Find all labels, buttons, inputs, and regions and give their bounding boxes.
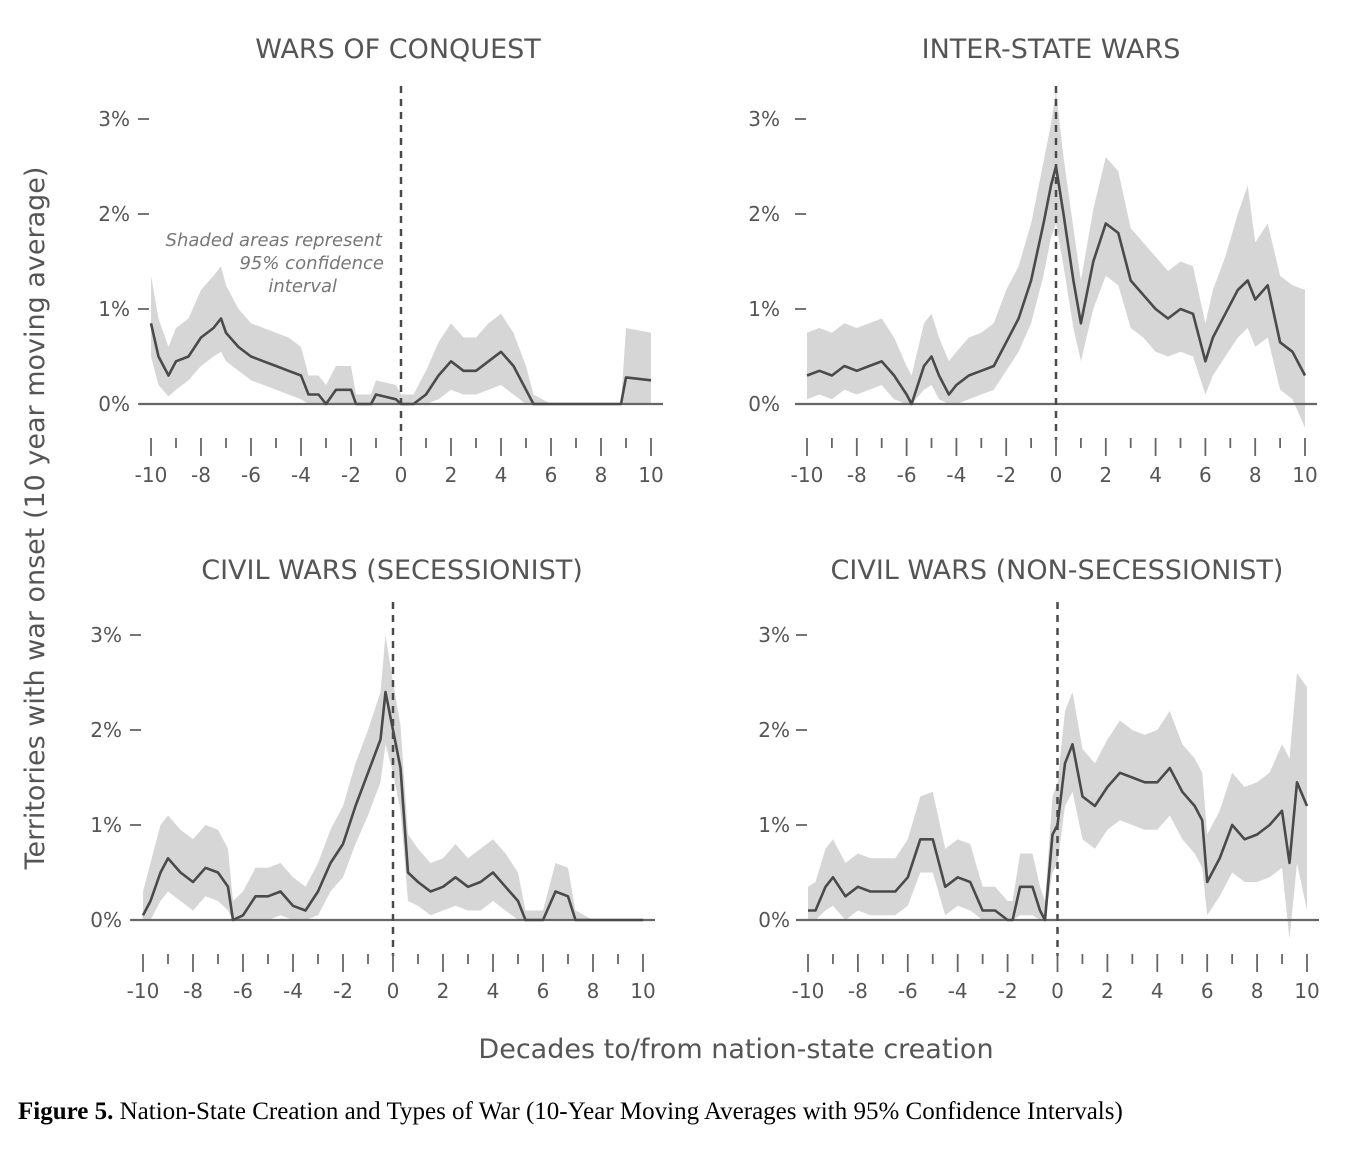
- y-tick-label: 0%: [758, 908, 790, 932]
- x-tick-label: -8: [191, 463, 211, 487]
- x-tick-label: -10: [791, 463, 824, 487]
- y-tick-label: 1%: [98, 297, 130, 321]
- x-tick-label: -10: [135, 463, 168, 487]
- x-tick-label: 2: [1101, 979, 1114, 1003]
- caption-text: Nation-State Creation and Types of War (…: [119, 1098, 1123, 1125]
- x-tick-label: -8: [848, 979, 868, 1003]
- y-tick-label: 1%: [758, 813, 790, 837]
- x-tick-label: 0: [1051, 979, 1064, 1003]
- annotation-line-3: interval: [268, 276, 337, 297]
- y-tick-label: 3%: [90, 623, 122, 647]
- x-tick-label: -6: [898, 979, 918, 1003]
- caption-label: Figure 5.: [18, 1098, 114, 1125]
- y-tick-label: 2%: [98, 202, 130, 226]
- moving-average-line: [808, 742, 1309, 922]
- y-tick-label: 3%: [758, 623, 790, 647]
- x-tick-label: -4: [283, 979, 303, 1003]
- y-axis-label: Territories with war onset (10 year movi…: [20, 167, 51, 871]
- x-tick-label: -10: [792, 979, 825, 1003]
- y-tick-label: 2%: [748, 202, 780, 226]
- panel-2: INTER-STATE WARS 0% 1% 2% 3% -10 -8 -6 -4 -2 0 2 4 6 8…: [748, 34, 1317, 487]
- x-tick-label: 6: [1199, 463, 1212, 487]
- x-tick-label: -8: [183, 979, 203, 1003]
- panel-1: WARS OF CONQUEST 0% 1% 2% 3% -10 -8 -6 -4 -2 0 2 4 6 8…: [98, 34, 663, 487]
- x-tick-label: 10: [1292, 463, 1317, 487]
- x-tick-label: -2: [333, 979, 353, 1003]
- moving-average-line: [149, 317, 652, 406]
- x-tick-label: -4: [948, 979, 968, 1003]
- x-tick-label: -2: [996, 463, 1016, 487]
- x-tick-label: 6: [1201, 979, 1214, 1003]
- x-tick-label: 4: [487, 979, 500, 1003]
- x-tick-label: 0: [387, 979, 400, 1003]
- panel-title: CIVIL WARS (SECESSIONIST): [201, 555, 583, 586]
- x-tick-label: -2: [341, 463, 361, 487]
- x-tick-label: 0: [395, 463, 408, 487]
- y-tick-label: 0%: [748, 392, 780, 416]
- x-tick-label: -4: [291, 463, 311, 487]
- x-axis-label: Decades to/from nation-state creation: [478, 1034, 993, 1065]
- confidence-band: [143, 635, 643, 920]
- x-tick-label: -8: [847, 463, 867, 487]
- x-tick-label: -4: [946, 463, 966, 487]
- x-tick-label: -6: [897, 463, 917, 487]
- x-tick-label: 4: [1151, 979, 1164, 1003]
- y-tick-label: 1%: [748, 297, 780, 321]
- x-tick-label: 6: [537, 979, 550, 1003]
- x-tick-label: -6: [241, 463, 261, 487]
- figure-caption: Figure 5. Nation-State Creation and Type…: [18, 1098, 1358, 1126]
- x-tick-label: 2: [445, 463, 458, 487]
- panel-title: WARS OF CONQUEST: [255, 34, 541, 65]
- panel-title: INTER-STATE WARS: [922, 34, 1181, 65]
- x-tick-label: 10: [1294, 979, 1319, 1003]
- annotation-line-1: Shaded areas represent: [166, 230, 383, 251]
- x-tick-label: 10: [630, 979, 655, 1003]
- x-tick-label: -10: [127, 979, 160, 1003]
- confidence-annotation: Shaded areas represent 95% confidence in…: [166, 230, 384, 297]
- x-tick-label: 8: [595, 463, 608, 487]
- x-tick-label: 0: [1050, 463, 1063, 487]
- panel-title: CIVIL WARS (NON-SECESSIONIST): [831, 555, 1284, 586]
- annotation-line-2: 95% confidence: [239, 253, 384, 274]
- panel-3: CIVIL WARS (SECESSIONIST) 0% 1% 2% 3% -10 -8 -6…: [90, 555, 655, 1003]
- confidence-band: [807, 90, 1305, 428]
- y-tick-label: 0%: [90, 908, 122, 932]
- x-tick-label: 8: [1251, 979, 1264, 1003]
- panel-4: CIVIL WARS (NON-SECESSIONIST) 0% 1% 2% 3% -10…: [758, 555, 1319, 1003]
- confidence-band: [808, 673, 1307, 939]
- x-tick-label: -2: [998, 979, 1018, 1003]
- confidence-band: [151, 266, 651, 404]
- x-tick-label: 10: [638, 463, 663, 487]
- y-tick-label: 2%: [758, 718, 790, 742]
- x-tick-label: 4: [1149, 463, 1162, 487]
- y-tick-label: 0%: [98, 392, 130, 416]
- moving-average-line: [141, 690, 643, 922]
- x-tick-label: 2: [1099, 463, 1112, 487]
- y-tick-label: 2%: [90, 718, 122, 742]
- y-tick-label: 3%: [748, 107, 780, 131]
- x-tick-label: 8: [1249, 463, 1262, 487]
- x-tick-label: 6: [545, 463, 558, 487]
- x-tick-label: -6: [233, 979, 253, 1003]
- x-tick-label: 2: [437, 979, 450, 1003]
- moving-average-line: [806, 165, 1307, 406]
- x-tick-label: 8: [587, 979, 600, 1003]
- y-tick-label: 1%: [90, 813, 122, 837]
- x-tick-label: 4: [495, 463, 508, 487]
- y-tick-label: 3%: [98, 107, 130, 131]
